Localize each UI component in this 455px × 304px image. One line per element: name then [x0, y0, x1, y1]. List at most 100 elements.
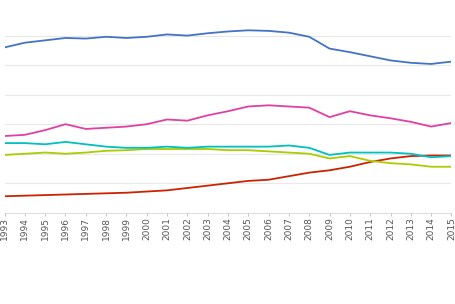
Erneuerbare — [448, 154, 453, 157]
Erdölprodukte — [225, 30, 230, 33]
Erdgas — [2, 134, 7, 138]
Erdölprodukte — [164, 33, 169, 36]
Atomenergie — [245, 148, 251, 152]
Erdölprodukte — [22, 41, 28, 44]
Erneuerbare — [387, 157, 392, 160]
Atomenergie — [346, 154, 352, 158]
Erdölprodukte — [245, 29, 251, 32]
Kohle — [103, 145, 109, 148]
Erdgas — [83, 127, 88, 131]
Kohle — [123, 146, 129, 150]
Erdgas — [63, 123, 68, 126]
Erdgas — [448, 121, 453, 125]
Kohle — [306, 146, 311, 150]
Erdölprodukte — [326, 47, 332, 50]
Erdgas — [225, 109, 230, 113]
Atomenergie — [204, 147, 210, 151]
Atomenergie — [286, 151, 291, 154]
Erneuerbare — [427, 154, 433, 157]
Atomenergie — [326, 157, 332, 160]
Erneuerbare — [184, 186, 190, 190]
Erdölprodukte — [427, 62, 433, 66]
Atomenergie — [184, 147, 190, 151]
Atomenergie — [22, 152, 28, 156]
Erdölprodukte — [306, 35, 311, 39]
Atomenergie — [144, 147, 149, 151]
Erneuerbare — [22, 194, 28, 198]
Erdgas — [245, 105, 251, 108]
Erdgas — [103, 126, 109, 130]
Erneuerbare — [123, 191, 129, 195]
Erneuerbare — [306, 171, 311, 174]
Atomenergie — [265, 150, 271, 153]
Kohle — [448, 154, 453, 158]
Erdgas — [123, 125, 129, 128]
Kohle — [245, 145, 251, 148]
Atomenergie — [103, 149, 109, 153]
Kohle — [407, 152, 413, 156]
Atomenergie — [42, 151, 48, 154]
Erdgas — [367, 113, 372, 117]
Atomenergie — [407, 163, 413, 166]
Line: Atomenergie: Atomenergie — [5, 149, 450, 167]
Kohle — [326, 153, 332, 157]
Atomenergie — [123, 148, 129, 152]
Erdölprodukte — [387, 59, 392, 62]
Erdgas — [387, 116, 392, 120]
Erdölprodukte — [2, 46, 7, 49]
Erneuerbare — [367, 160, 372, 164]
Erdgas — [346, 109, 352, 113]
Erdgas — [42, 128, 48, 132]
Erdölprodukte — [63, 36, 68, 40]
Line: Erdölprodukte: Erdölprodukte — [5, 30, 450, 64]
Kohle — [184, 146, 190, 150]
Erdgas — [286, 105, 291, 108]
Kohle — [225, 145, 230, 148]
Kohle — [83, 143, 88, 146]
Erdölprodukte — [448, 60, 453, 64]
Kohle — [346, 151, 352, 154]
Erdölprodukte — [83, 37, 88, 40]
Kohle — [144, 146, 149, 150]
Erneuerbare — [204, 184, 210, 188]
Erdölprodukte — [407, 61, 413, 65]
Erdgas — [184, 119, 190, 123]
Erdölprodukte — [286, 31, 291, 34]
Atomenergie — [306, 152, 311, 156]
Line: Erneuerbare: Erneuerbare — [5, 156, 450, 196]
Erdgas — [265, 103, 271, 107]
Atomenergie — [164, 147, 169, 151]
Erdgas — [144, 123, 149, 126]
Erdgas — [306, 106, 311, 109]
Erdgas — [22, 133, 28, 137]
Erdgas — [164, 118, 169, 121]
Erdölprodukte — [42, 39, 48, 42]
Kohle — [22, 141, 28, 145]
Atomenergie — [367, 159, 372, 163]
Kohle — [427, 155, 433, 159]
Erdölprodukte — [265, 29, 271, 33]
Erneuerbare — [326, 168, 332, 172]
Line: Erdgas: Erdgas — [5, 105, 450, 136]
Kohle — [42, 143, 48, 146]
Erdölprodukte — [184, 34, 190, 37]
Kohle — [387, 151, 392, 154]
Erdgas — [407, 120, 413, 124]
Kohle — [265, 145, 271, 148]
Erneuerbare — [225, 181, 230, 185]
Erneuerbare — [42, 193, 48, 197]
Erdölprodukte — [204, 31, 210, 35]
Erdgas — [204, 113, 210, 117]
Erneuerbare — [265, 178, 271, 181]
Atomenergie — [427, 165, 433, 168]
Kohle — [367, 151, 372, 154]
Atomenergie — [225, 148, 230, 152]
Atomenergie — [387, 161, 392, 165]
Erdölprodukte — [103, 35, 109, 39]
Erneuerbare — [103, 192, 109, 195]
Erneuerbare — [286, 174, 291, 178]
Erneuerbare — [83, 192, 88, 196]
Erneuerbare — [144, 190, 149, 193]
Erneuerbare — [407, 154, 413, 158]
Kohle — [204, 145, 210, 148]
